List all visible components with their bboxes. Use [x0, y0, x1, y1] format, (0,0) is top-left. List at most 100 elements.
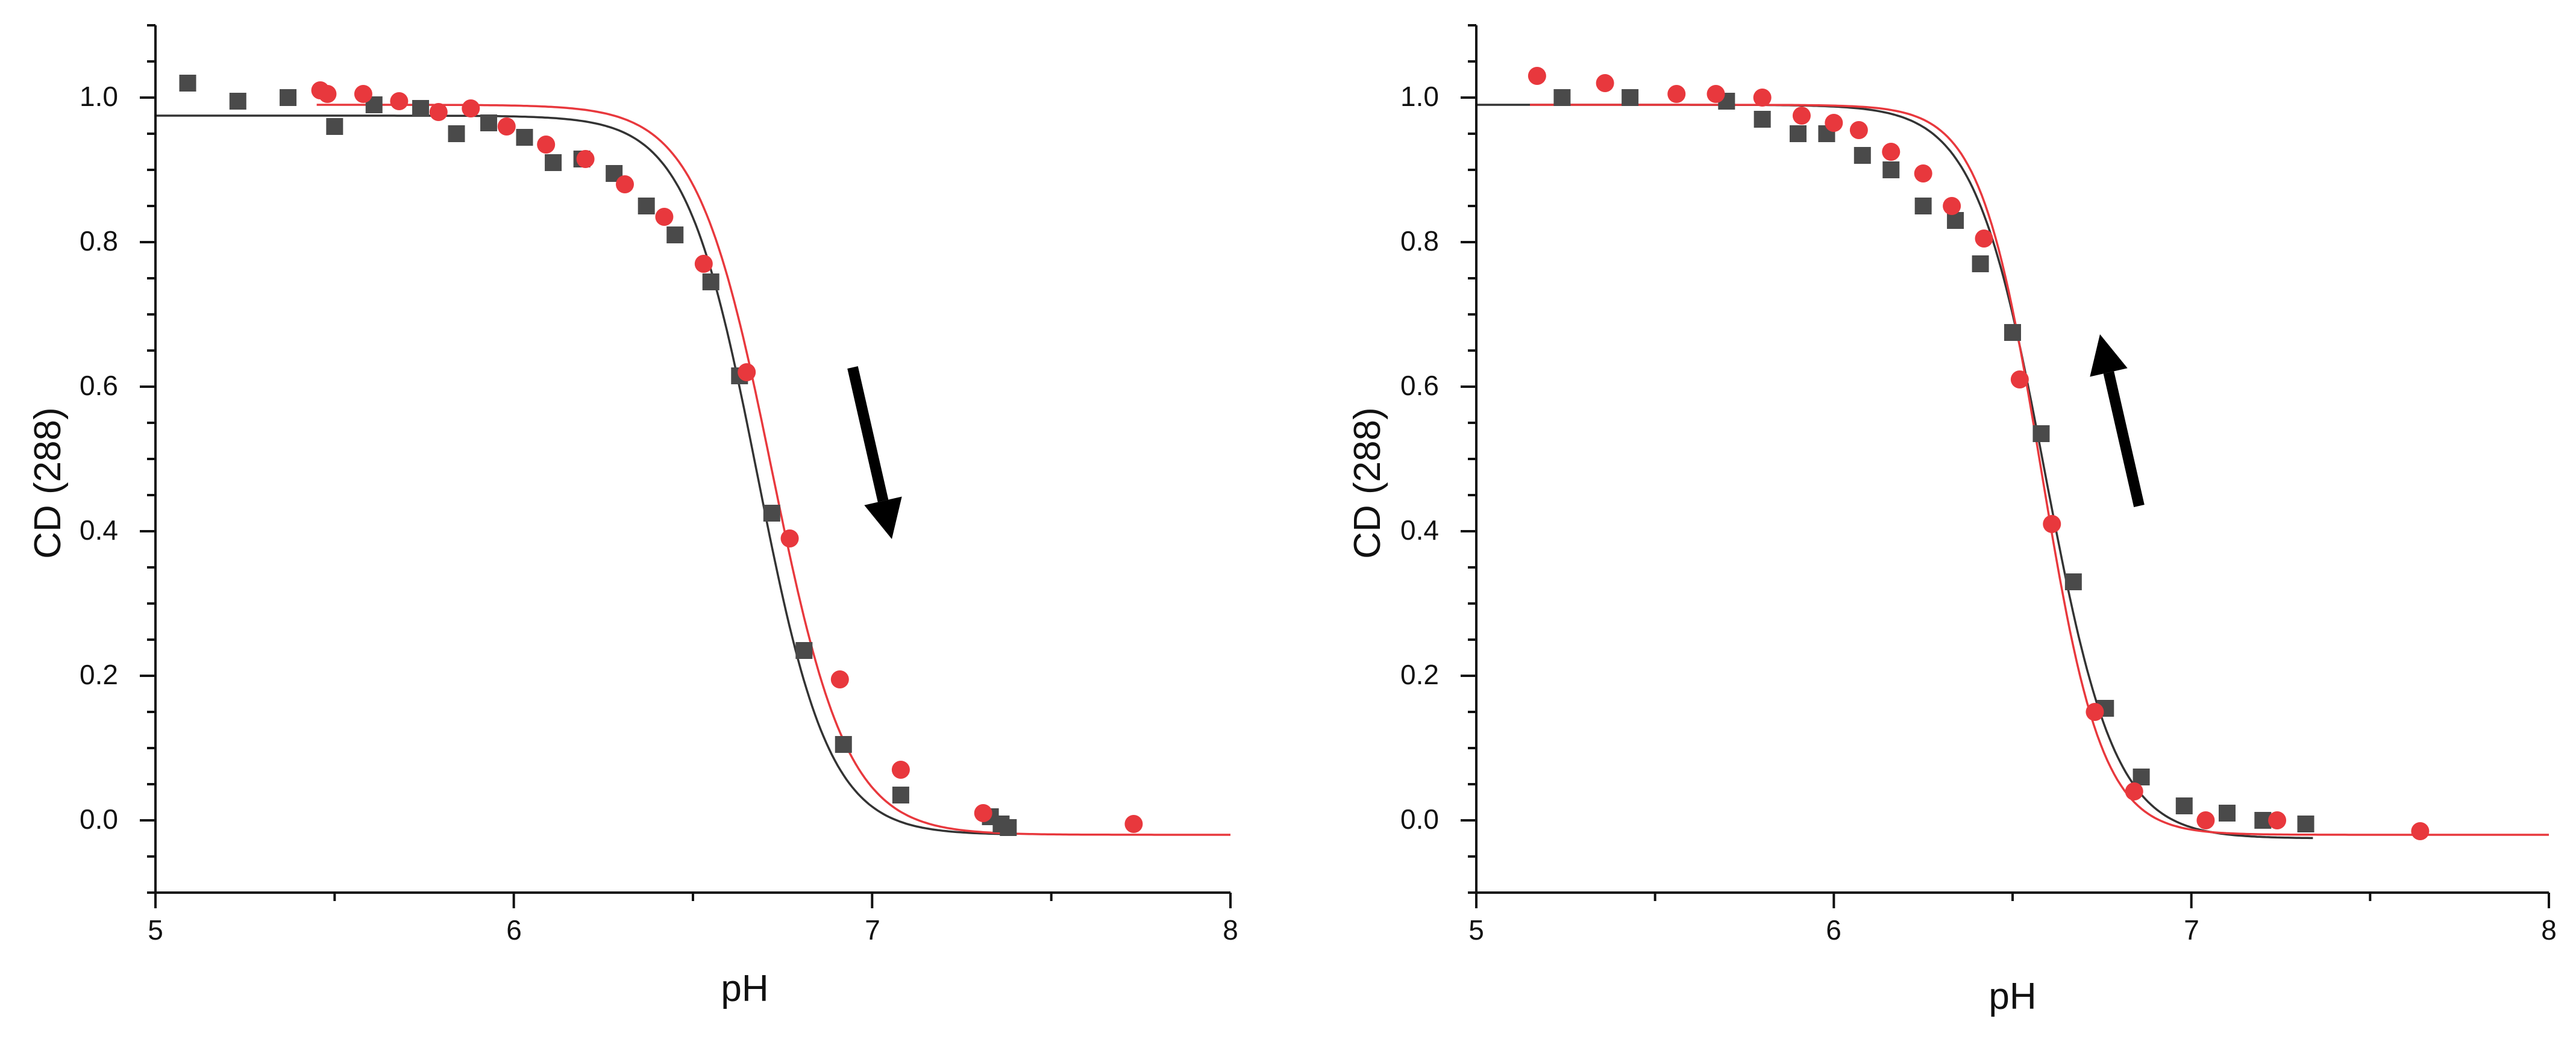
fit-curve-black — [1476, 104, 2313, 840]
fit-curve-red — [316, 104, 1230, 836]
arrow-up-icon — [2090, 334, 2145, 508]
y-tick-label: 1.0 — [1400, 81, 1439, 112]
data-point-square — [1553, 89, 1571, 106]
data-point-square — [280, 89, 297, 106]
data-point-square — [1790, 125, 1807, 142]
y-tick-label: 0.0 — [1400, 803, 1439, 835]
y-tick-label: 0.6 — [1400, 370, 1439, 401]
data-point-circle — [1528, 67, 1546, 85]
data-point-square — [229, 93, 246, 110]
data-point-square — [2064, 573, 2082, 590]
data-point-circle — [1975, 229, 1993, 248]
data-point-square — [480, 114, 498, 131]
data-point-square — [835, 736, 852, 753]
data-point-square — [2004, 324, 2021, 341]
data-point-circle — [2196, 811, 2215, 829]
x-axis-title: pH — [721, 968, 768, 1009]
data-point-square — [412, 100, 430, 117]
data-point-square — [702, 273, 719, 290]
x-tick-label: 8 — [1223, 914, 1238, 946]
data-point-circle — [2125, 782, 2143, 800]
y-axis-title: CD (288) — [27, 407, 69, 559]
data-point-square — [179, 75, 196, 92]
x-axis-title: pH — [1988, 976, 2036, 1017]
data-point-square — [2175, 797, 2193, 814]
data-point-circle — [655, 208, 674, 226]
axis-ticks-right — [1461, 24, 2550, 908]
data-point-circle — [1914, 164, 1932, 182]
chart-marks-right — [1476, 67, 2549, 840]
data-point-circle — [462, 99, 480, 117]
data-point-circle — [537, 136, 556, 154]
data-point-circle — [390, 92, 409, 110]
data-point-circle — [780, 529, 799, 547]
x-tick-label: 7 — [2184, 914, 2199, 946]
y-tick-label: 0.2 — [80, 659, 118, 690]
data-point-circle — [2411, 822, 2430, 840]
data-point-circle — [2043, 515, 2061, 533]
data-point-circle — [616, 175, 635, 193]
fit-curve-black — [155, 114, 1009, 835]
data-point-circle — [1596, 74, 1614, 92]
x-tick-label: 8 — [2541, 914, 2557, 946]
data-point-circle — [1124, 815, 1143, 833]
data-point-circle — [1792, 107, 1811, 125]
x-tick-label: 6 — [506, 914, 522, 946]
y-tick-label: 1.0 — [80, 81, 118, 112]
data-point-circle — [576, 150, 595, 168]
data-point-circle — [1667, 85, 1686, 103]
data-point-square — [1972, 255, 1989, 272]
y-tick-label: 0.8 — [80, 225, 118, 257]
x-tick-label: 7 — [865, 914, 880, 946]
data-point-circle — [497, 117, 516, 136]
data-point-square — [545, 154, 562, 171]
data-point-circle — [1882, 143, 1901, 161]
data-point-circle — [2010, 370, 2029, 388]
data-point-square — [326, 118, 343, 135]
data-point-square — [795, 642, 813, 659]
data-point-circle — [830, 670, 849, 688]
data-point-square — [763, 505, 780, 522]
data-point-circle — [974, 804, 992, 822]
axis-ticks-left — [140, 24, 1232, 908]
data-point-square — [2297, 816, 2314, 832]
data-point-circle — [1943, 197, 1961, 215]
chart-ph-ascending: 5 6 7 8 0.0 0.2 0.4 0.6 0.8 1.0 pH CD (2… — [1347, 24, 2557, 1017]
chart-marks-left — [155, 75, 1230, 836]
data-point-square — [892, 787, 909, 803]
data-point-square — [1947, 212, 1964, 229]
data-point-circle — [1753, 89, 1772, 107]
fit-curve-red — [1530, 104, 2549, 836]
data-point-square — [666, 226, 684, 243]
data-point-circle — [318, 85, 337, 103]
data-point-circle — [738, 363, 756, 381]
data-point-square — [638, 198, 655, 214]
data-point-circle — [354, 85, 372, 103]
y-tick-label: 0.0 — [80, 803, 118, 835]
data-point-circle — [1825, 114, 1843, 132]
y-tick-label: 0.4 — [80, 514, 118, 546]
data-point-circle — [694, 255, 713, 273]
x-tick-label: 5 — [1468, 914, 1484, 946]
data-point-square — [1882, 161, 1900, 178]
data-point-square — [1854, 147, 1871, 164]
chart-ph-descending: 5 6 7 8 0.0 0.2 0.4 0.6 0.8 1.0 pH CD (2… — [27, 24, 1238, 1009]
y-axis-title: CD (288) — [1347, 407, 1388, 559]
data-point-square — [448, 125, 465, 142]
y-tick-label: 0.8 — [1400, 225, 1439, 257]
data-point-circle — [891, 761, 910, 779]
data-point-square — [1000, 819, 1017, 836]
data-point-square — [1914, 198, 1932, 214]
data-point-square — [516, 129, 533, 146]
x-tick-label: 5 — [148, 914, 163, 946]
data-point-square — [2032, 425, 2050, 442]
data-point-square — [1753, 111, 1771, 128]
arrow-down-icon — [847, 366, 902, 539]
data-point-square — [1622, 89, 1639, 106]
data-point-square — [2219, 805, 2236, 822]
data-point-circle — [1706, 85, 1725, 103]
y-tick-label: 0.2 — [1400, 659, 1439, 690]
data-point-circle — [429, 103, 448, 121]
x-tick-label: 6 — [1826, 914, 1841, 946]
